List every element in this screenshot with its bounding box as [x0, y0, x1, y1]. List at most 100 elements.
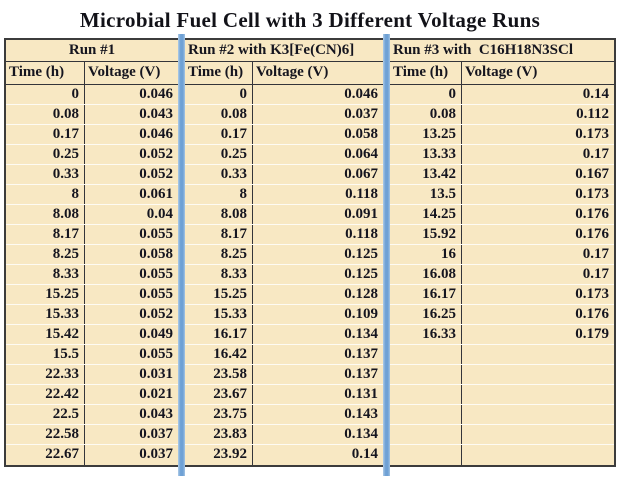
voltage-cell: 0.037	[139, 446, 173, 462]
time-cell: 23.83	[185, 425, 253, 444]
table-row: 16.42 0.137	[185, 345, 383, 365]
time-cell: 22.33	[6, 365, 85, 384]
run-1-label: Run #1	[6, 40, 178, 62]
voltage-cell: 0.046	[139, 126, 173, 142]
time-cell: 0	[185, 85, 253, 104]
run-1-section: Run #1 Time (h) Voltage (V) 0 0.046 0.08 0.…	[6, 40, 178, 465]
run-2-column-headers: Time (h) Voltage (V)	[185, 62, 383, 85]
voltage-cell	[462, 425, 614, 444]
table-row: 16.08 0.17	[390, 265, 614, 285]
time-cell: 8.17	[6, 225, 85, 244]
time-cell	[390, 405, 462, 424]
time-cell	[390, 425, 462, 444]
time-cell: 0.33	[6, 165, 85, 184]
table-row: 8.17 0.055	[6, 225, 178, 245]
voltage-column-header: Voltage (V)	[88, 64, 161, 80]
time-cell: 16.42	[185, 345, 253, 364]
time-cell: 13.25	[390, 125, 462, 144]
table-row: 0.17 0.046	[6, 125, 178, 145]
table-row	[390, 385, 614, 405]
time-cell: 0.17	[185, 125, 253, 144]
table-row: 13.42 0.167	[390, 165, 614, 185]
table-row: 8.25 0.058	[6, 245, 178, 265]
run-2-body: 0 0.046 0.08 0.037 0.17 0.058 0.25 0.064 0.33 0.0…	[185, 85, 383, 465]
table-row: 8.08 0.04	[6, 205, 178, 225]
voltage-column-header: Voltage (V)	[256, 64, 329, 80]
voltage-cell: 0.037	[344, 106, 378, 122]
time-cell: 16.25	[390, 305, 462, 324]
run-1-column-headers: Time (h) Voltage (V)	[6, 62, 178, 85]
table-row: 13.5 0.173	[390, 185, 614, 205]
voltage-cell: 0.04	[146, 206, 173, 222]
time-cell: 0.25	[6, 145, 85, 164]
voltage-cell: 0.064	[344, 146, 378, 162]
time-cell: 0.25	[185, 145, 253, 164]
voltage-cell: 0.17	[582, 146, 609, 162]
table-row: 22.67 0.037	[6, 445, 178, 465]
voltage-cell: 0.17	[582, 266, 609, 282]
table-row: 0 0.046	[6, 85, 178, 105]
table-row: 0 0.14	[390, 85, 614, 105]
section-separator-bar	[383, 34, 390, 476]
table-row	[390, 365, 614, 385]
voltage-cell: 0.137	[344, 346, 378, 362]
table-row: 15.42 0.049	[6, 325, 178, 345]
time-cell: 15.25	[6, 285, 85, 304]
voltage-cell: 0.17	[582, 246, 609, 262]
table-row: 16 0.17	[390, 245, 614, 265]
voltage-cell: 0.173	[575, 286, 609, 302]
table-row: 23.75 0.143	[185, 405, 383, 425]
time-cell: 15.33	[6, 305, 85, 324]
table-row: 16.17 0.173	[390, 285, 614, 305]
voltage-cell: 0.137	[344, 366, 378, 382]
time-cell: 16.08	[390, 265, 462, 284]
voltage-cell: 0.109	[344, 306, 378, 322]
table-row: 15.33 0.109	[185, 305, 383, 325]
voltage-cell: 0.176	[575, 226, 609, 242]
time-cell	[390, 385, 462, 404]
time-cell: 15.42	[6, 325, 85, 344]
voltage-cell: 0.021	[139, 386, 173, 402]
table-row: 13.25 0.173	[390, 125, 614, 145]
table-row	[390, 425, 614, 445]
time-column-header: Time (h)	[185, 62, 253, 84]
table-row: 15.25 0.055	[6, 285, 178, 305]
time-cell: 0.33	[185, 165, 253, 184]
run-1-body: 0 0.046 0.08 0.043 0.17 0.046 0.25 0.052 0.33 0.0…	[6, 85, 178, 465]
table-row: 23.67 0.131	[185, 385, 383, 405]
time-cell: 16.33	[390, 325, 462, 344]
voltage-cell: 0.14	[582, 86, 609, 102]
voltage-cell: 0.058	[139, 246, 173, 262]
time-cell: 16.17	[185, 325, 253, 344]
run-3-section: Run #3 with C16H18N3SCl Time (h) Voltage…	[390, 40, 614, 465]
table-row: 15.33 0.052	[6, 305, 178, 325]
voltage-cell: 0.058	[344, 126, 378, 142]
voltage-cell: 0.173	[575, 186, 609, 202]
voltage-cell: 0.043	[139, 406, 173, 422]
table-row: 15.5 0.055	[6, 345, 178, 365]
time-cell: 8.25	[6, 245, 85, 264]
voltage-cell: 0.055	[139, 346, 173, 362]
time-cell: 8.25	[185, 245, 253, 264]
voltage-cell: 0.125	[344, 266, 378, 282]
run-3-label: Run #3 with C16H18N3SCl	[390, 40, 614, 62]
voltage-cell: 0.052	[139, 166, 173, 182]
time-cell: 23.58	[185, 365, 253, 384]
time-cell: 16	[390, 245, 462, 264]
voltage-cell	[462, 405, 614, 424]
time-cell: 0.08	[6, 105, 85, 124]
time-cell	[390, 365, 462, 384]
voltage-cell: 0.037	[139, 426, 173, 442]
table-row: 8.25 0.125	[185, 245, 383, 265]
voltage-column-header: Voltage (V)	[465, 64, 538, 80]
time-cell: 23.67	[185, 385, 253, 404]
time-cell: 0	[6, 85, 85, 104]
voltage-cell: 0.131	[344, 386, 378, 402]
voltage-cell: 0.046	[139, 86, 173, 102]
time-cell: 22.67	[6, 445, 85, 465]
table-row: 8.08 0.091	[185, 205, 383, 225]
run-3-column-headers: Time (h) Voltage (V)	[390, 62, 614, 85]
table-row	[390, 445, 614, 465]
run-2-label: Run #2 with K3[Fe(CN)6]	[185, 40, 383, 62]
